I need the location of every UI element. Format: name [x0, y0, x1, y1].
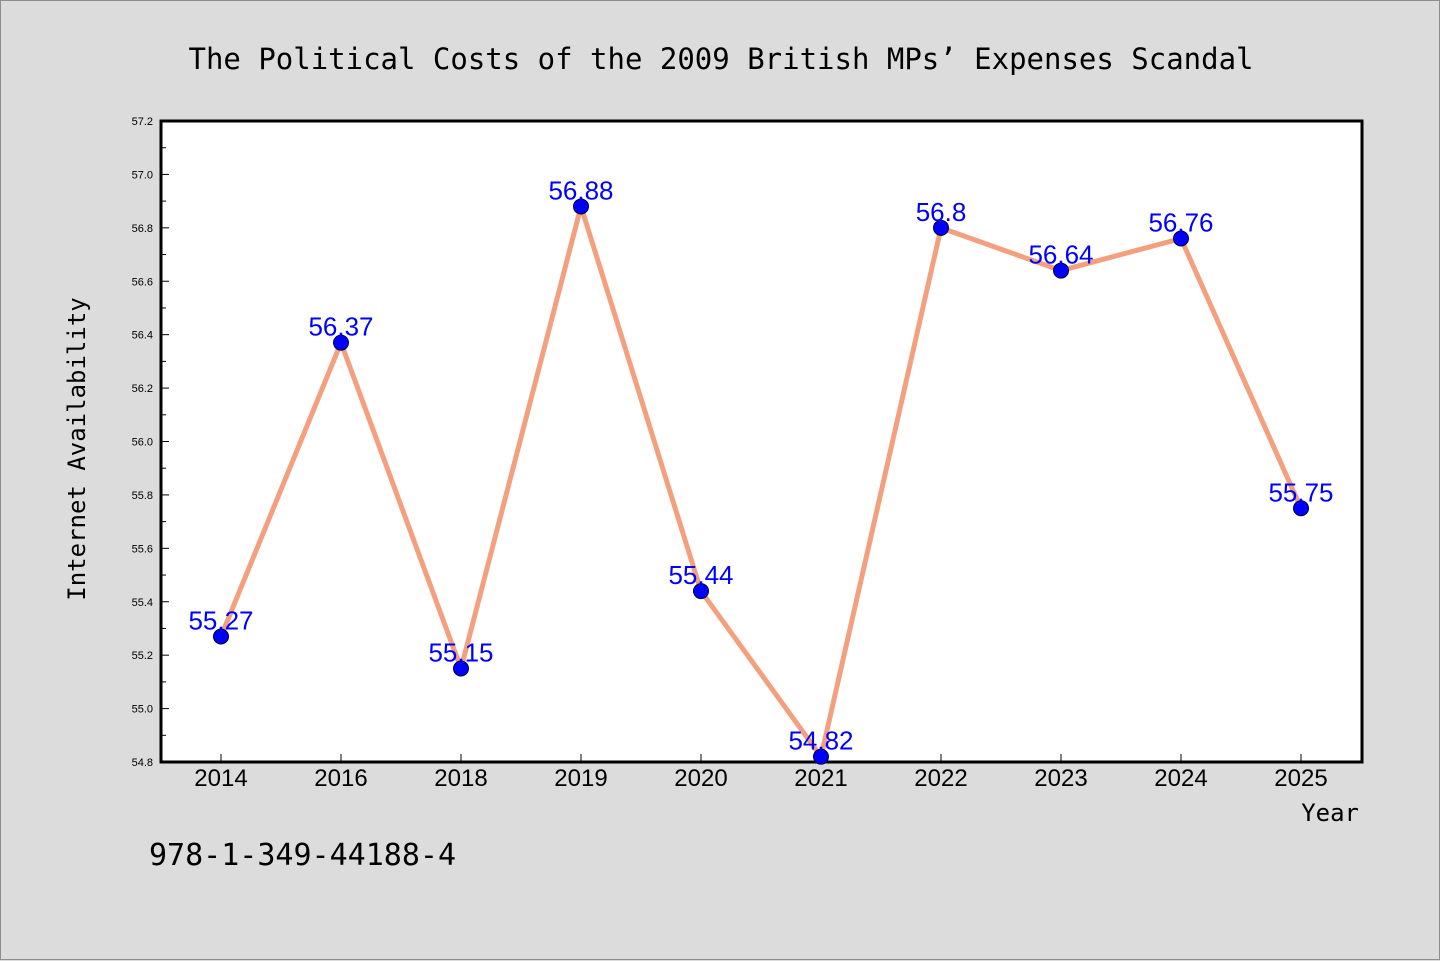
data-point — [573, 198, 589, 215]
x-tick-label: 2024 — [1154, 765, 1207, 792]
data-label: 55.44 — [668, 560, 733, 590]
y-tick-label: 55.0 — [132, 704, 153, 716]
footer-code: 978-1-349-44188-4 — [149, 838, 456, 873]
y-tick-label: 57.0 — [132, 169, 153, 181]
y-tick-label: 55.8 — [132, 490, 153, 502]
plot-area — [159, 119, 1364, 764]
y-tick-label: 55.4 — [132, 597, 153, 609]
data-labels: 55.27 56.37 55.15 56.88 55.44 54.82 56.8 56.64 5… — [188, 175, 1333, 755]
x-tick-label: 2022 — [914, 765, 967, 792]
data-point — [1173, 230, 1189, 247]
data-label: 55.75 — [1268, 477, 1333, 507]
data-label: 56.76 — [1148, 208, 1213, 238]
x-tick-label: 2019 — [554, 765, 607, 792]
data-label: 55.15 — [428, 638, 493, 668]
x-tick-label: 2018 — [434, 765, 487, 792]
data-label: 56.37 — [308, 312, 373, 342]
y-tick-label: 55.6 — [132, 543, 153, 555]
data-point — [693, 583, 709, 600]
series-line-group — [213, 198, 1309, 765]
x-tick-label: 2023 — [1034, 765, 1087, 792]
y-tick-label: 54.8 — [132, 757, 153, 769]
y-tick-label: 55.2 — [132, 650, 153, 662]
series-line — [218, 203, 1304, 760]
data-label: 56.64 — [1028, 240, 1093, 270]
data-point — [813, 748, 829, 765]
data-point — [933, 219, 949, 236]
data-label: 54.82 — [788, 726, 853, 756]
data-label: 56.8 — [916, 197, 967, 227]
data-point — [333, 334, 349, 351]
x-axis-label: Year — [1301, 799, 1359, 827]
data-point — [213, 628, 229, 645]
y-axis: 54.8 55.0 55.2 55.4 55.6 55.8 56.0 56.2 56.4 56.6… — [132, 116, 169, 769]
x-tick-label: 2025 — [1274, 765, 1327, 792]
y-tick-label: 57.2 — [132, 116, 153, 128]
y-tick-label: 56.6 — [132, 276, 153, 288]
data-point — [453, 660, 469, 677]
y-axis-label: Internet Availability — [63, 297, 91, 600]
chart-title: The Political Costs of the 2009 British … — [188, 42, 1253, 76]
data-label: 56.88 — [548, 175, 613, 205]
x-axis: 2014 2016 2018 2019 2020 2021 2022 2023 2024 2025 — [194, 754, 1328, 792]
data-point — [1293, 500, 1309, 517]
y-tick-label: 56.4 — [132, 330, 153, 342]
data-point — [1053, 262, 1069, 279]
x-tick-label: 2016 — [314, 765, 367, 792]
y-tick-label: 56.8 — [132, 223, 153, 235]
x-tick-label: 2014 — [194, 765, 247, 792]
y-tick-label: 56.2 — [132, 383, 153, 395]
x-tick-label: 2021 — [794, 765, 847, 792]
y-tick-label: 56.0 — [132, 437, 153, 449]
x-tick-label: 2020 — [674, 765, 727, 792]
data-label: 55.27 — [188, 605, 253, 635]
